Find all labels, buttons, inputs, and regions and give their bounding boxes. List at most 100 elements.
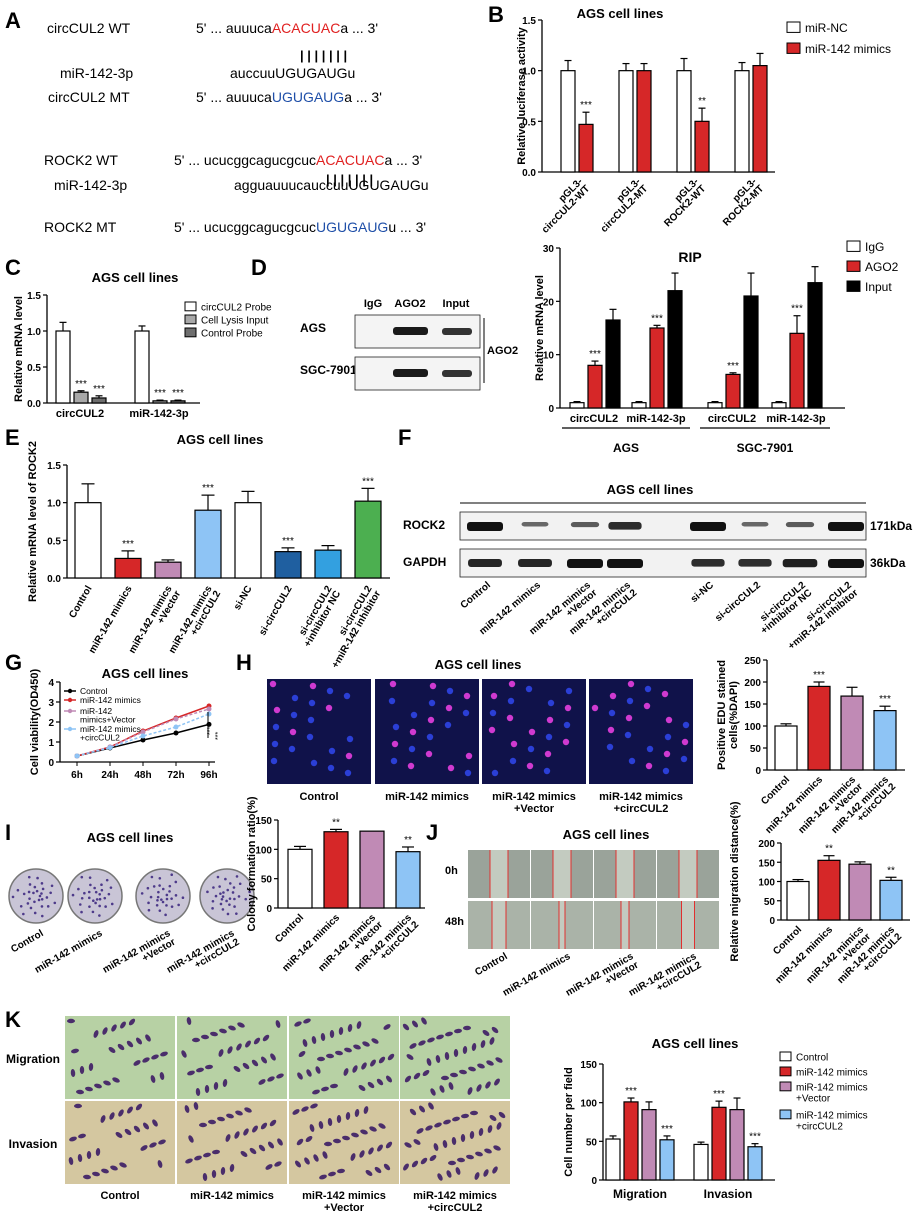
stained-cell bbox=[461, 1113, 469, 1119]
bar bbox=[848, 863, 872, 921]
stained-cell bbox=[149, 1142, 157, 1148]
stained-cell bbox=[359, 1150, 365, 1158]
legend-swatch bbox=[779, 1109, 792, 1120]
cell-nucleus bbox=[646, 745, 654, 753]
cell-nucleus bbox=[343, 692, 351, 700]
stained-cell bbox=[451, 1137, 457, 1145]
colony bbox=[170, 897, 173, 900]
legend-label: miR-142 mimics bbox=[796, 1067, 868, 1078]
scratch-gap bbox=[616, 850, 634, 898]
data-point bbox=[206, 711, 212, 717]
stained-cell bbox=[495, 1057, 503, 1063]
stained-cell bbox=[353, 1044, 361, 1050]
blot-band bbox=[570, 522, 600, 528]
stained-cell bbox=[260, 1056, 268, 1064]
significance-label: *** bbox=[172, 388, 184, 399]
legend-swatch bbox=[184, 314, 197, 325]
stained-cell bbox=[196, 1067, 204, 1073]
y-tick-label: 30 bbox=[543, 244, 555, 255]
legend-swatch bbox=[846, 240, 861, 252]
bar bbox=[170, 400, 186, 404]
y-tick-label: 150 bbox=[744, 700, 761, 711]
x-tick-label: circCUL2 bbox=[570, 413, 618, 425]
blot-lane-label: IgG bbox=[364, 298, 382, 310]
colony bbox=[140, 892, 144, 895]
y-tick-label: 50 bbox=[261, 875, 273, 886]
data-point bbox=[173, 730, 179, 736]
y-axis-label: Relative migration distance(%) bbox=[729, 801, 741, 961]
bar bbox=[743, 295, 759, 409]
stained-cell bbox=[237, 1022, 245, 1028]
x-tick-label: 24h bbox=[101, 770, 118, 781]
sequence-row-label: ROCK2 WT bbox=[44, 152, 118, 168]
colony bbox=[174, 894, 178, 897]
bar bbox=[734, 70, 750, 173]
stained-cell bbox=[142, 1122, 150, 1130]
y-axis-label: Relative luciferase activity bbox=[516, 26, 528, 164]
stained-cell bbox=[385, 1141, 393, 1149]
colony bbox=[89, 883, 92, 887]
stained-cell bbox=[135, 1037, 143, 1045]
y-tick-label: 0 bbox=[266, 904, 272, 915]
sequence-text: agguauuucauccuuUGUGAUGu bbox=[234, 177, 429, 193]
panel-letter: J bbox=[426, 820, 438, 845]
colony bbox=[33, 900, 36, 904]
colony bbox=[156, 895, 160, 899]
stained-cell bbox=[85, 1086, 93, 1092]
cell-nucleus bbox=[682, 721, 690, 729]
cell-nucleus bbox=[462, 709, 470, 717]
stained-cell bbox=[229, 1164, 235, 1172]
image-label: Control bbox=[9, 928, 45, 955]
significance-label: *** bbox=[207, 727, 214, 735]
stained-cell bbox=[311, 1036, 317, 1044]
transwell-image bbox=[289, 1016, 399, 1099]
stained-cell bbox=[378, 1056, 386, 1064]
row-label: Migration bbox=[6, 1052, 60, 1066]
stained-cell bbox=[492, 1166, 498, 1174]
colony bbox=[92, 899, 95, 903]
colony bbox=[98, 914, 101, 917]
stained-cell bbox=[306, 1069, 312, 1077]
stained-cell bbox=[265, 1164, 273, 1170]
data-point bbox=[140, 733, 146, 739]
legend-label: IgG bbox=[865, 240, 884, 254]
stained-cell bbox=[434, 1122, 442, 1128]
colony bbox=[232, 886, 236, 889]
blot-size-label: 36kDa bbox=[870, 556, 906, 570]
legend-marker bbox=[67, 708, 73, 714]
stained-cell bbox=[421, 1017, 427, 1025]
bar bbox=[659, 1139, 675, 1181]
cell-nucleus bbox=[272, 723, 280, 731]
colony-dish bbox=[67, 868, 123, 924]
colony bbox=[104, 905, 107, 908]
cell-nucleus bbox=[680, 755, 688, 763]
data-point bbox=[173, 716, 179, 722]
stained-cell bbox=[402, 1023, 410, 1031]
image-label: Control bbox=[100, 1190, 139, 1202]
stained-cell bbox=[363, 1106, 369, 1114]
image-label: miR-142 mimics+Vector bbox=[492, 791, 576, 815]
colony bbox=[35, 889, 39, 893]
blot-band bbox=[741, 522, 769, 527]
colony bbox=[212, 886, 215, 889]
colony bbox=[27, 890, 31, 894]
stained-cell bbox=[317, 1056, 325, 1062]
bar bbox=[771, 402, 787, 409]
stained-cell bbox=[411, 1020, 419, 1028]
stained-cell bbox=[225, 1134, 231, 1142]
stained-cell bbox=[455, 1167, 461, 1175]
stained-cell bbox=[251, 1059, 259, 1067]
cell-nucleus bbox=[270, 757, 278, 765]
stained-cell bbox=[310, 1103, 318, 1109]
stained-cell bbox=[422, 1069, 430, 1077]
stained-cell bbox=[159, 1072, 165, 1080]
colony bbox=[152, 885, 156, 888]
sequence-text: 5' ... auuucaUGUGAUGa ... 3' bbox=[196, 89, 382, 105]
colony bbox=[28, 883, 32, 886]
bar bbox=[840, 695, 864, 771]
colony bbox=[177, 903, 180, 907]
cell-nucleus bbox=[447, 764, 455, 772]
stained-cell bbox=[443, 1119, 451, 1125]
blot-band bbox=[828, 522, 864, 531]
colony bbox=[94, 901, 97, 905]
